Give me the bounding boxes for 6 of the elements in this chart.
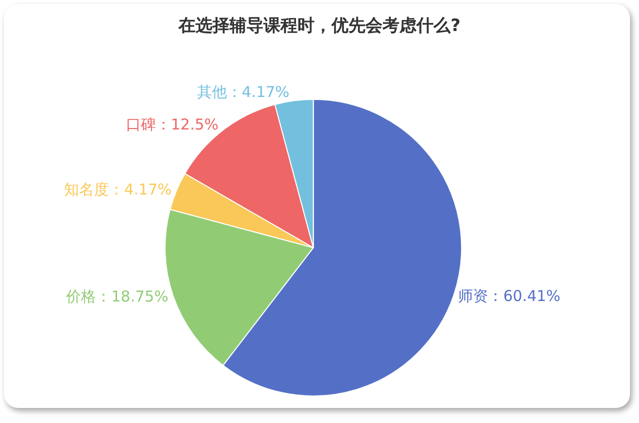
slice-label: 口碑：12.5% bbox=[126, 115, 219, 134]
slice-label: 其他：4.17% bbox=[196, 82, 290, 101]
chart-title: 在选择辅导课程时，优先会考虑什么? bbox=[178, 16, 460, 36]
slice-label: 价格：18.75% bbox=[65, 287, 168, 306]
slice-label: 师资：60.41% bbox=[458, 287, 560, 306]
slice-label: 知名度：4.17% bbox=[64, 180, 172, 199]
